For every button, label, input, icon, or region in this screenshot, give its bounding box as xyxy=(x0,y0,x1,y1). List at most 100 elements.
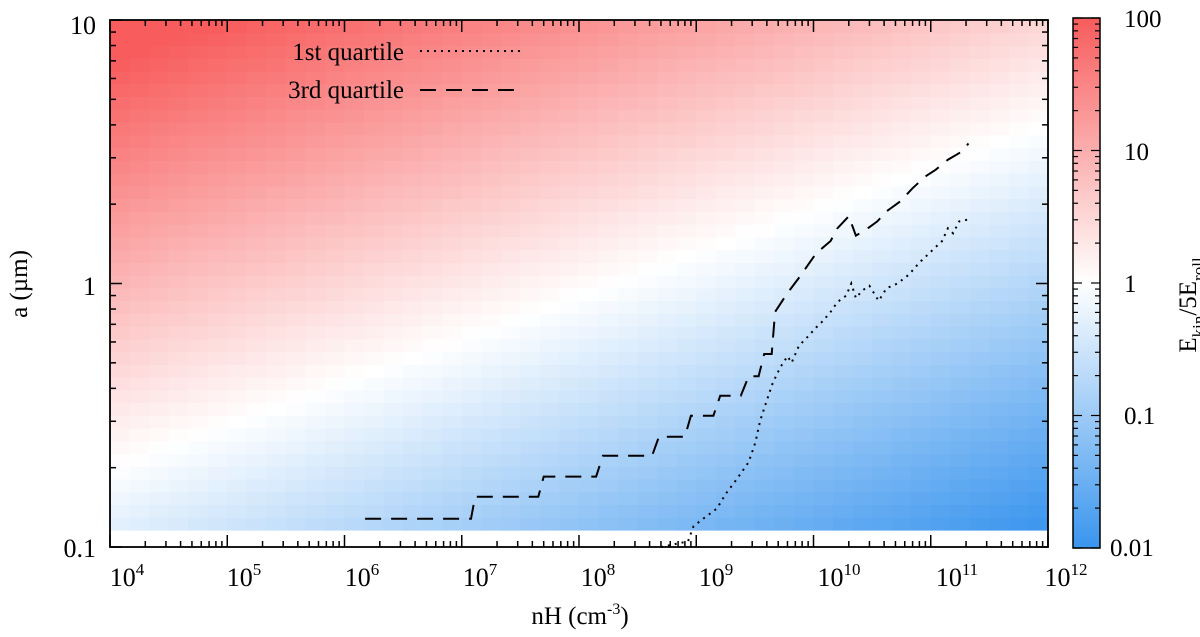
heatmap-cell xyxy=(344,109,365,123)
heatmap-cell xyxy=(715,326,736,340)
heatmap-cell xyxy=(754,45,776,59)
heatmap-cell xyxy=(246,58,267,72)
heatmap-cell xyxy=(266,351,287,365)
heatmap-cell xyxy=(1008,351,1030,365)
heatmap-cell xyxy=(696,58,717,72)
heatmap-cell xyxy=(813,453,834,467)
heatmap-cell xyxy=(168,326,189,340)
heatmap-cell xyxy=(950,351,971,365)
heatmap-cell xyxy=(598,96,619,110)
heatmap-cell xyxy=(188,517,209,531)
heatmap-cell xyxy=(657,224,678,238)
heatmap-cell xyxy=(793,96,815,110)
heatmap-cell xyxy=(969,96,990,110)
heatmap-cell xyxy=(696,402,717,416)
heatmap-cell xyxy=(442,58,463,72)
heatmap-cell xyxy=(461,275,482,289)
heatmap-cell xyxy=(207,96,228,110)
heatmap-cell xyxy=(305,453,326,467)
heatmap-cell xyxy=(696,249,717,263)
heatmap-cell xyxy=(1028,262,1049,276)
heatmap-cell xyxy=(950,45,971,59)
heatmap-cell xyxy=(324,517,346,531)
heatmap-cell xyxy=(579,326,600,340)
heatmap-cell xyxy=(285,313,307,327)
heatmap-cell xyxy=(403,440,424,455)
heatmap-cell xyxy=(520,236,541,251)
heatmap-cell xyxy=(676,58,697,72)
heatmap-cell xyxy=(364,160,385,174)
heatmap-cell xyxy=(754,109,776,123)
heatmap-cell xyxy=(227,504,248,518)
heatmap-cell xyxy=(774,134,795,149)
heatmap-cell xyxy=(188,211,209,225)
heatmap-cell xyxy=(657,173,678,187)
heatmap-cell xyxy=(930,479,951,493)
heatmap-cell xyxy=(500,198,521,212)
heatmap-cell xyxy=(559,479,580,493)
heatmap-cell xyxy=(696,415,717,429)
heatmap-cell xyxy=(852,185,873,200)
heatmap-cell xyxy=(461,287,482,302)
heatmap-cell xyxy=(324,45,346,59)
heatmap-cell xyxy=(461,211,482,225)
heatmap-cell xyxy=(461,20,482,34)
heatmap-cell xyxy=(637,20,658,34)
heatmap-cell xyxy=(422,224,443,238)
heatmap-cell xyxy=(500,453,521,467)
heatmap-cell xyxy=(305,287,326,302)
heatmap-cell xyxy=(285,198,307,212)
heatmap-cell xyxy=(442,211,463,225)
heatmap-cell xyxy=(950,147,971,161)
heatmap-cell xyxy=(403,479,424,493)
heatmap-cell xyxy=(246,236,267,251)
heatmap-cell xyxy=(168,377,189,391)
heatmap-cell xyxy=(852,109,873,123)
heatmap-cell xyxy=(559,504,580,518)
heatmap-cell xyxy=(344,338,365,353)
heatmap-cell xyxy=(735,300,756,314)
heatmap-cell xyxy=(735,440,756,455)
heatmap-cell xyxy=(403,224,424,238)
heatmap-cell xyxy=(188,287,209,302)
heatmap-cell xyxy=(598,479,619,493)
heatmap-cell xyxy=(637,326,658,340)
heatmap-cell xyxy=(676,236,697,251)
heatmap-cell xyxy=(324,491,346,506)
heatmap-cell xyxy=(872,287,893,302)
heatmap-cell xyxy=(266,211,287,225)
heatmap-cell xyxy=(813,109,834,123)
heatmap-cell xyxy=(559,326,580,340)
heatmap-cell xyxy=(305,45,326,59)
heatmap-cell xyxy=(403,262,424,276)
heatmap-cell xyxy=(227,389,248,404)
heatmap-cell xyxy=(637,479,658,493)
heatmap-cell xyxy=(227,160,248,174)
heatmap-cell xyxy=(461,173,482,187)
heatmap-cell xyxy=(481,351,502,365)
heatmap-cell xyxy=(422,236,443,251)
heatmap-cell xyxy=(852,249,873,263)
heatmap-cell xyxy=(168,147,189,161)
heatmap-cell xyxy=(891,173,912,187)
heatmap-cell xyxy=(500,300,521,314)
heatmap-cell xyxy=(618,504,639,518)
heatmap-cell xyxy=(383,440,404,455)
heatmap-cell xyxy=(324,300,346,314)
heatmap-cell xyxy=(950,122,971,136)
heatmap-cell xyxy=(950,71,971,85)
heatmap-cell xyxy=(774,364,795,378)
heatmap-cell xyxy=(618,45,639,59)
heatmap-cell xyxy=(930,389,951,404)
heatmap-cell xyxy=(715,300,736,314)
series-line-3rd-quartile xyxy=(365,142,970,520)
heatmap-cell xyxy=(657,300,678,314)
heatmap-cell xyxy=(1008,185,1030,200)
heatmap-cell xyxy=(969,211,990,225)
heatmap-cell xyxy=(305,466,326,480)
heatmap-cell xyxy=(559,83,580,98)
heatmap-cell xyxy=(989,326,1010,340)
heatmap-cell xyxy=(676,313,697,327)
heatmap-cell xyxy=(930,517,951,531)
heatmap-cell xyxy=(637,249,658,263)
